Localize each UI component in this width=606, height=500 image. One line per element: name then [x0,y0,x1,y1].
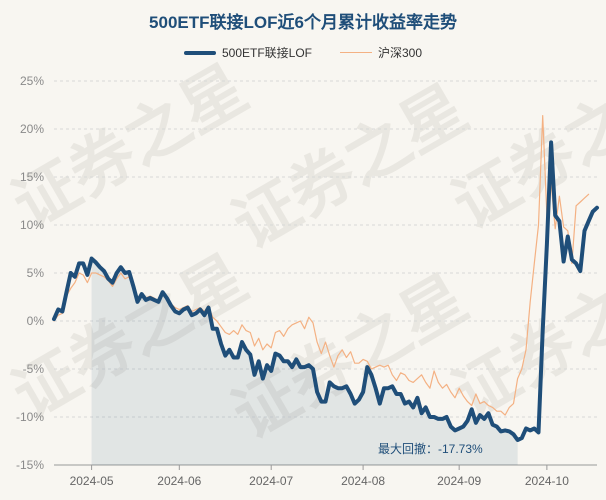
y-tick-label: -5% [23,362,45,376]
legend-item-index[interactable]: 沪深300 [340,44,422,61]
y-tick-label: 25% [20,74,44,88]
x-tick-label: 2024-09 [437,474,481,488]
legend-swatch-index [340,52,372,53]
max-drawdown-label: 最大回撤：-17.73% [378,441,483,456]
max-drawdown-area [91,258,518,465]
y-tick-label: 5% [27,266,45,280]
legend-label-fund: 500ETF联接LOF [221,46,312,60]
y-tick-label: -10% [16,410,44,424]
x-tick-label: 2024-08 [341,474,385,488]
x-tick-label: 2024-06 [157,474,201,488]
y-tick-label: 15% [20,170,44,184]
y-tick-label: 20% [20,122,44,136]
legend-swatch-fund [183,50,216,55]
watermark-text: 证券之星 [441,52,606,242]
chart-legend: 500ETF联接LOF 沪深300 [0,44,606,61]
y-tick-label: -15% [16,458,44,472]
legend-item-fund[interactable]: 500ETF联接LOF [183,44,312,61]
watermark-text: 证券之星 [221,72,479,262]
x-tick-label: 2024-07 [249,474,293,488]
chart-title: 500ETF联接LOF近6个月累计收益率走势 [149,13,457,32]
legend-label-index: 沪深300 [378,46,423,60]
series-line-fund [52,140,599,442]
x-tick-label: 2024-05 [70,474,114,488]
x-tick-label: 2024-10 [525,474,569,488]
y-tick-label: 10% [20,218,44,232]
y-tick-label: 0% [27,314,45,328]
